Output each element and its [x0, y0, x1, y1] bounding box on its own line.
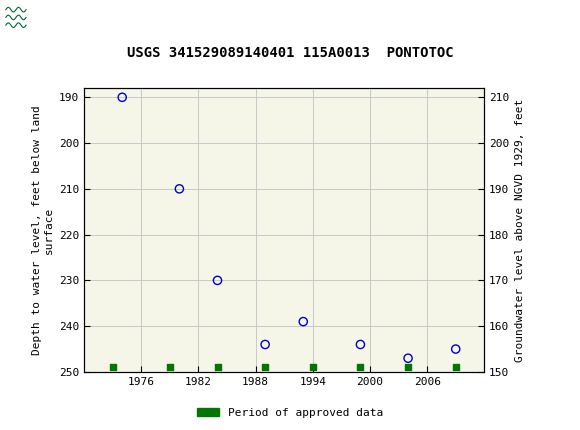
Point	[108, 364, 117, 371]
Point	[260, 364, 270, 371]
Point	[118, 94, 127, 101]
Point	[213, 277, 222, 284]
Y-axis label: Groundwater level above NGVD 1929, feet: Groundwater level above NGVD 1929, feet	[515, 98, 525, 362]
FancyBboxPatch shape	[6, 4, 58, 35]
Point	[308, 364, 317, 371]
Point	[451, 346, 461, 353]
Point	[299, 318, 308, 325]
Y-axis label: Depth to water level, feet below land
surface: Depth to water level, feet below land su…	[32, 105, 53, 355]
Point	[451, 364, 461, 371]
Point	[356, 341, 365, 348]
Text: USGS 341529089140401 115A0013  PONTOTOC: USGS 341529089140401 115A0013 PONTOTOC	[126, 46, 454, 60]
Text: USGS: USGS	[32, 12, 79, 27]
Point	[404, 364, 413, 371]
Legend: Period of approved data: Period of approved data	[193, 403, 387, 422]
Point	[356, 364, 365, 371]
Point	[260, 341, 270, 348]
Point	[175, 185, 184, 192]
Point	[213, 364, 222, 371]
Point	[165, 364, 175, 371]
Point	[404, 355, 413, 362]
